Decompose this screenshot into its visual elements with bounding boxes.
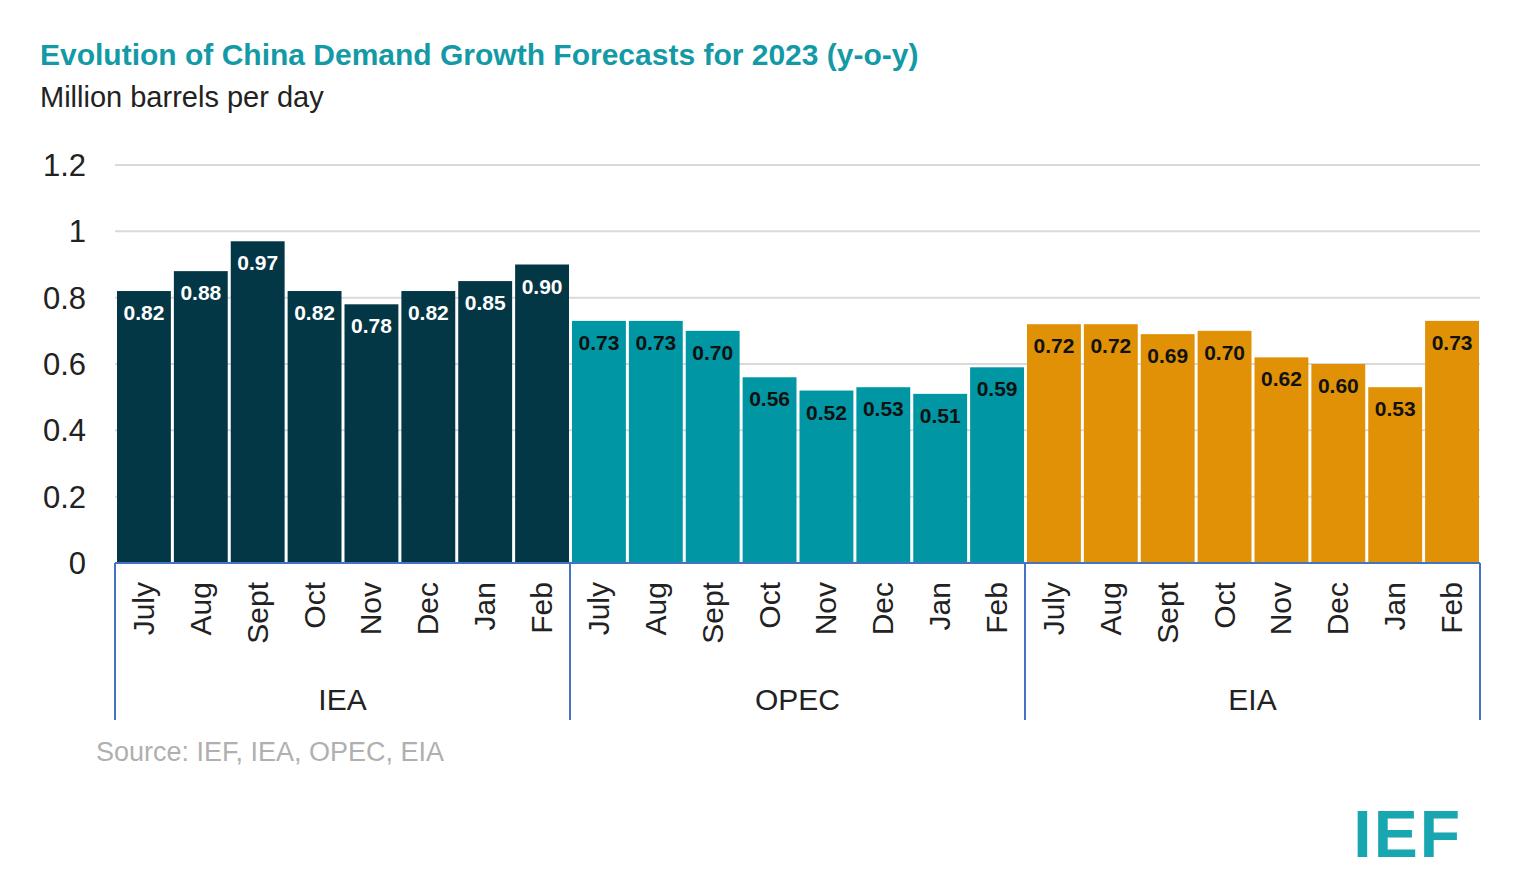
bar bbox=[1141, 334, 1195, 563]
group-label: EIA bbox=[1228, 683, 1276, 716]
y-tick-label: 0.2 bbox=[43, 480, 86, 515]
data-label: 0.62 bbox=[1261, 367, 1302, 390]
x-tick-label: Feb bbox=[980, 582, 1013, 634]
data-label: 0.60 bbox=[1318, 374, 1359, 397]
group-label: IEA bbox=[318, 683, 366, 716]
x-tick-label: Sept bbox=[1151, 581, 1184, 643]
bar bbox=[913, 394, 967, 563]
data-label: 0.53 bbox=[863, 397, 904, 420]
group-divider bbox=[114, 563, 116, 720]
data-label: 0.56 bbox=[749, 387, 790, 410]
x-tick-label: July bbox=[1037, 582, 1070, 635]
bar bbox=[800, 391, 854, 563]
bar bbox=[458, 281, 512, 563]
bar bbox=[743, 377, 797, 563]
group-divider bbox=[569, 563, 571, 720]
source: Source: IEF, IEA, OPEC, EIA bbox=[96, 737, 444, 767]
x-tick-label: Aug bbox=[1094, 582, 1127, 635]
bar bbox=[1311, 364, 1365, 563]
bar bbox=[288, 291, 342, 563]
x-tick-label: Nov bbox=[354, 582, 387, 635]
title: Evolution of China Demand Growth Forecas… bbox=[40, 38, 918, 71]
bar bbox=[1425, 321, 1479, 563]
x-tick-label: Oct bbox=[1208, 581, 1241, 628]
x-tick-label: July bbox=[127, 582, 160, 635]
bar bbox=[1084, 324, 1138, 563]
bar bbox=[515, 265, 569, 564]
bar bbox=[1255, 357, 1309, 563]
y-tick-label: 0.4 bbox=[43, 413, 86, 448]
y-tick-label: 0.6 bbox=[43, 347, 86, 382]
data-label: 0.72 bbox=[1090, 334, 1131, 357]
group-label: OPEC bbox=[755, 683, 840, 716]
x-tick-label: Feb bbox=[1435, 582, 1468, 634]
data-label: 0.73 bbox=[579, 331, 620, 354]
x-tick-label: July bbox=[582, 582, 615, 635]
grid-line bbox=[115, 562, 1480, 564]
bar bbox=[1368, 387, 1422, 563]
x-tick-label: Aug bbox=[639, 582, 672, 635]
x-tick-label: Dec bbox=[1321, 582, 1354, 635]
x-tick-label: Nov bbox=[809, 582, 842, 635]
data-label: 0.97 bbox=[237, 251, 278, 274]
bar bbox=[117, 291, 171, 563]
data-label: 0.78 bbox=[351, 314, 392, 337]
data-label: 0.51 bbox=[920, 404, 961, 427]
bar bbox=[1027, 324, 1081, 563]
data-label: 0.52 bbox=[806, 401, 847, 424]
data-label: 0.85 bbox=[465, 291, 506, 314]
bar bbox=[231, 241, 285, 563]
data-label: 0.72 bbox=[1034, 334, 1075, 357]
bar bbox=[856, 387, 910, 563]
data-label: 0.90 bbox=[522, 275, 563, 298]
x-tick-label: Sept bbox=[696, 581, 729, 643]
x-tick-label: Jan bbox=[468, 582, 501, 630]
y-tick-label: 1.2 bbox=[43, 148, 86, 183]
bar bbox=[970, 367, 1024, 563]
y-tick-label: 0.8 bbox=[43, 281, 86, 316]
data-label: 0.82 bbox=[408, 301, 449, 324]
x-tick-label: Jan bbox=[923, 582, 956, 630]
grid-line bbox=[115, 230, 1480, 232]
data-label: 0.70 bbox=[692, 341, 733, 364]
data-label: 0.82 bbox=[124, 301, 165, 324]
x-tick-label: Dec bbox=[411, 582, 444, 635]
data-label: 0.73 bbox=[635, 331, 676, 354]
bar bbox=[345, 304, 399, 563]
bars bbox=[117, 241, 1479, 563]
bar bbox=[572, 321, 626, 563]
data-label: 0.59 bbox=[977, 377, 1018, 400]
x-tick-label: Jan bbox=[1378, 582, 1411, 630]
subtitle: Million barrels per day bbox=[40, 81, 324, 113]
group-divider bbox=[1479, 563, 1481, 720]
grid-line bbox=[115, 164, 1480, 166]
bar bbox=[686, 331, 740, 563]
bar bbox=[174, 271, 228, 563]
x-tick-label: Nov bbox=[1264, 582, 1297, 635]
data-label: 0.73 bbox=[1432, 331, 1473, 354]
data-label: 0.88 bbox=[180, 281, 221, 304]
logo: IEF bbox=[1353, 797, 1462, 871]
x-tick-label: Oct bbox=[298, 581, 331, 628]
x-axis-line bbox=[115, 562, 1480, 564]
x-tick-label: Sept bbox=[241, 581, 274, 643]
y-tick-label: 0 bbox=[69, 546, 86, 581]
data-label: 0.82 bbox=[294, 301, 335, 324]
x-tick-label: Oct bbox=[753, 581, 786, 628]
x-tick-label: Feb bbox=[525, 582, 558, 634]
group-divider bbox=[1024, 563, 1026, 720]
x-tick-label: Dec bbox=[866, 582, 899, 635]
bar bbox=[629, 321, 683, 563]
data-label: 0.69 bbox=[1147, 344, 1188, 367]
bar bbox=[1198, 331, 1252, 563]
x-tick-label: Aug bbox=[184, 582, 217, 635]
data-labels: 0.82 0.88 0.97 0.82 0.78 0.82 0.85 0.90 0.73 0.73… bbox=[124, 251, 1473, 427]
data-label: 0.53 bbox=[1375, 397, 1416, 420]
y-tick-label: 1 bbox=[69, 214, 86, 249]
bar bbox=[401, 291, 455, 563]
data-label: 0.70 bbox=[1204, 341, 1245, 364]
